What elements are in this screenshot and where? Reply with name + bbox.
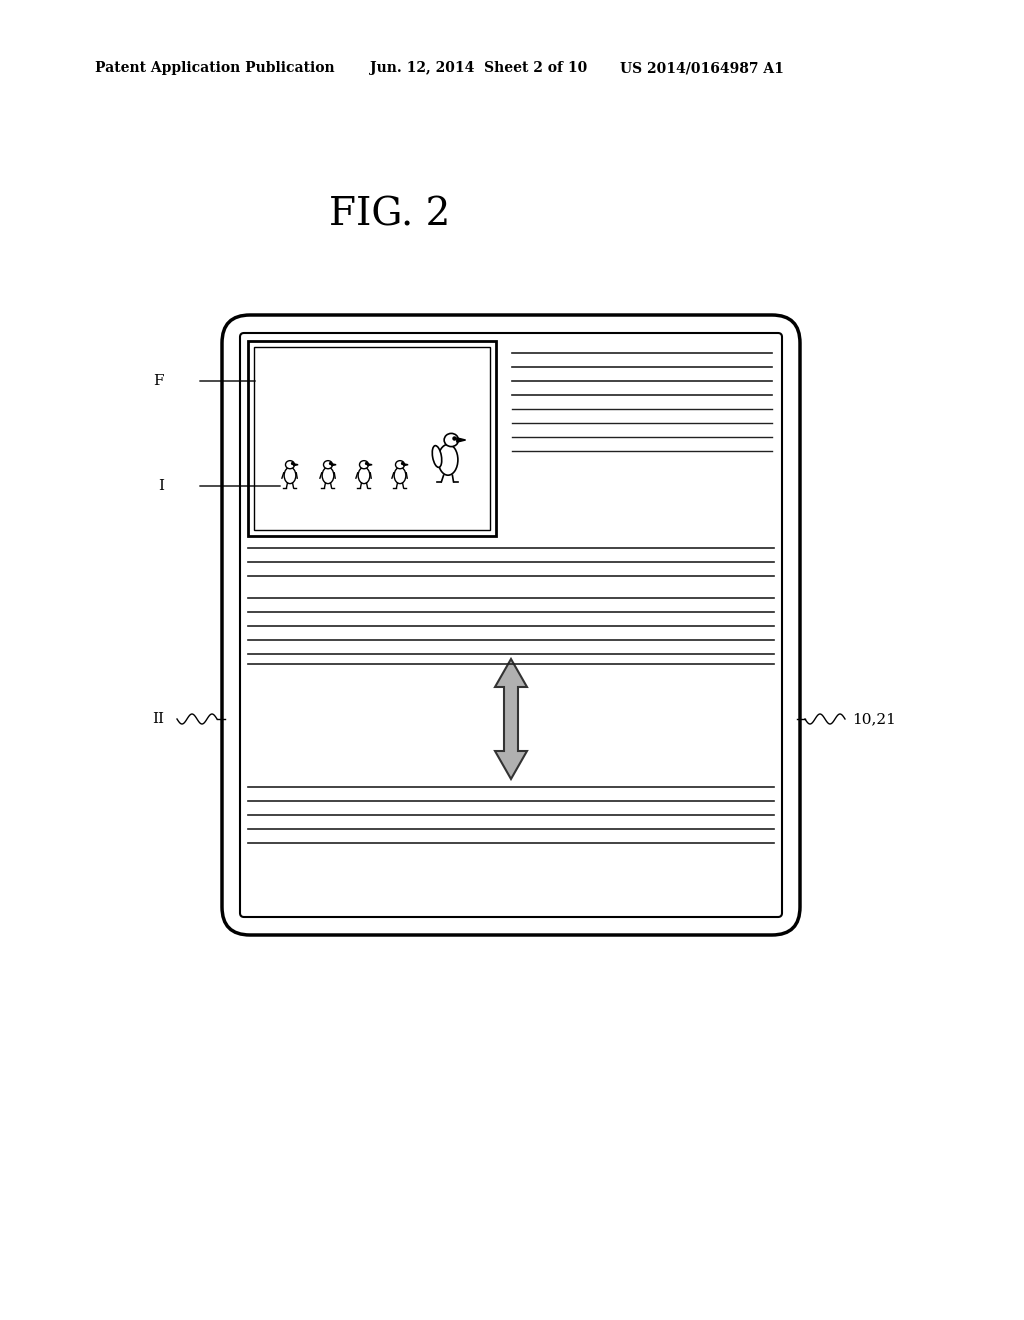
Ellipse shape bbox=[286, 461, 295, 469]
Polygon shape bbox=[495, 659, 527, 779]
Polygon shape bbox=[457, 438, 466, 442]
Ellipse shape bbox=[438, 445, 458, 475]
Ellipse shape bbox=[323, 467, 334, 483]
Text: US 2014/0164987 A1: US 2014/0164987 A1 bbox=[620, 61, 784, 75]
Polygon shape bbox=[368, 463, 372, 466]
Text: F: F bbox=[154, 374, 164, 388]
Text: Patent Application Publication: Patent Application Publication bbox=[95, 61, 335, 75]
Text: Jun. 12, 2014  Sheet 2 of 10: Jun. 12, 2014 Sheet 2 of 10 bbox=[370, 61, 587, 75]
Polygon shape bbox=[403, 463, 409, 466]
Ellipse shape bbox=[444, 433, 459, 446]
Ellipse shape bbox=[324, 461, 333, 469]
Text: II: II bbox=[152, 711, 164, 726]
Ellipse shape bbox=[394, 467, 406, 483]
Ellipse shape bbox=[432, 446, 441, 467]
Text: FIG. 2: FIG. 2 bbox=[330, 197, 451, 234]
FancyBboxPatch shape bbox=[248, 341, 496, 536]
FancyBboxPatch shape bbox=[240, 333, 782, 917]
Text: I: I bbox=[158, 479, 164, 492]
Ellipse shape bbox=[358, 467, 370, 483]
Polygon shape bbox=[294, 463, 298, 466]
Ellipse shape bbox=[284, 467, 296, 483]
FancyBboxPatch shape bbox=[222, 315, 800, 935]
FancyBboxPatch shape bbox=[254, 347, 490, 531]
Text: 10,21: 10,21 bbox=[852, 711, 896, 726]
Ellipse shape bbox=[359, 461, 369, 469]
Polygon shape bbox=[332, 463, 336, 466]
Ellipse shape bbox=[395, 461, 404, 469]
